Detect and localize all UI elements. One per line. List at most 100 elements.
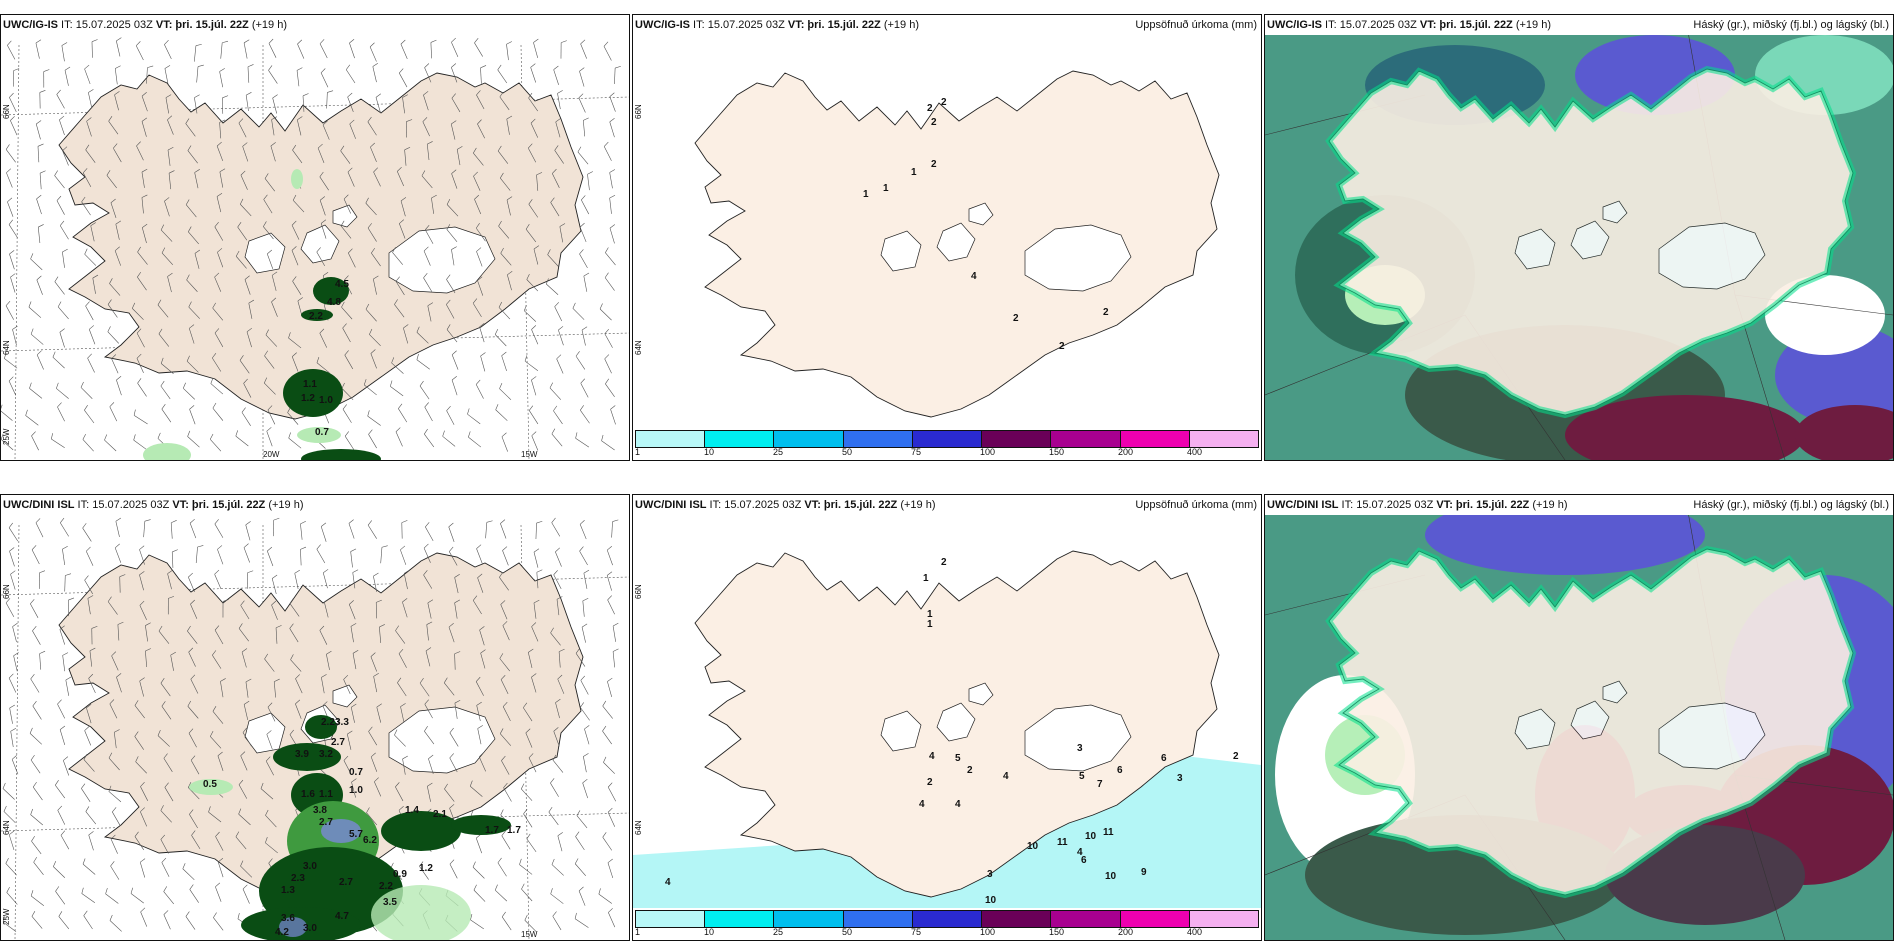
- panel-header: UWC/IG-IS IT: 15.07.2025 03Z VT: þri. 15…: [635, 19, 919, 31]
- panel-header: UWC/DINI ISL IT: 15.07.2025 03Z VT: þri.…: [635, 499, 936, 511]
- valid-time: þri. 15.júl. 22Z: [823, 499, 898, 511]
- value-label: 2.2: [309, 311, 323, 322]
- value-labels: 2.2 3.32.73.9 3.20.50.71.6 1.1 1.03.82.75.76…: [203, 717, 521, 938]
- glacier-outline: [1658, 222, 1766, 290]
- colorbar-swatch: [912, 431, 983, 447]
- value-label: 3: [1077, 743, 1083, 754]
- value-label: 4.8: [327, 297, 341, 308]
- valid-time-label: VT:: [1419, 19, 1440, 31]
- glacier-outline: [1514, 708, 1556, 750]
- valid-time: þri. 15.júl. 22Z: [1455, 499, 1530, 511]
- value-label: 3.0: [303, 861, 317, 872]
- valid-time: þri. 15.júl. 22Z: [191, 499, 266, 511]
- value-label: 3.0: [303, 923, 317, 934]
- map-canvas: [1265, 15, 1893, 460]
- value-label: 2.7: [331, 737, 345, 748]
- iceland-landmass: [694, 550, 1220, 898]
- axis-label: 66N: [2, 584, 11, 599]
- glacier-outline: [1514, 228, 1556, 270]
- colorbar-tick: 50: [842, 447, 853, 457]
- value-label: 1.1: [319, 789, 333, 800]
- value-label: 1.3: [281, 885, 295, 896]
- value-labels: 21114524423546763210111011643101094510: [663, 557, 1239, 928]
- glacier-outline: [388, 226, 496, 294]
- panel-ig-precip-wind: 4.5 4.8 2.2 1.1 1.2 1.0 0.7 66N 64N 25W 20W 15W UWC/…: [0, 14, 630, 461]
- colorbar-tick: 1: [635, 447, 641, 457]
- colorbar-swatch: [1120, 431, 1190, 447]
- colorbar-tick: 150: [1049, 447, 1065, 457]
- colorbar-tick: 25: [773, 447, 784, 457]
- glacier-outline: [968, 682, 994, 706]
- init-time: IT: 15.07.2025 03Z: [1338, 499, 1437, 511]
- panel-header: UWC/DINI ISL IT: 15.07.2025 03Z VT: þri.…: [1267, 499, 1568, 511]
- axis-label: 66N: [2, 104, 11, 119]
- value-label: 2: [967, 765, 973, 776]
- axis-label: 64N: [2, 820, 11, 835]
- value-label: 0.7: [349, 767, 363, 778]
- value-label: 2: [1103, 307, 1109, 318]
- value-label: 4.7: [335, 911, 349, 922]
- value-label: 3.9: [295, 749, 309, 760]
- colorbar-swatch: [982, 431, 1052, 447]
- panel-title: Háský (gr.), miðský (fj.bl.) og lágský (…: [1693, 499, 1889, 511]
- value-label: 0.7: [315, 427, 329, 438]
- value-label: 9: [1141, 867, 1147, 878]
- panel-ig-accum-precip: 2 2 2 1 1 1 2 4 2 2 2 66N 64N 1 10 25 50 75 100 150 200 400 UW…: [632, 14, 1262, 461]
- iceland-landmass: [1328, 548, 1854, 896]
- glacier-outline: [1570, 700, 1610, 740]
- colorbar-swatch: [636, 431, 706, 447]
- valid-time-label: VT:: [804, 499, 824, 511]
- glacier-outline: [936, 222, 976, 262]
- panel-header: UWC/IG-IS IT: 15.07.2025 03Z VT: þri. 15…: [1267, 19, 1551, 31]
- value-label: 2: [927, 777, 933, 788]
- lead-time: (+19 h): [1512, 19, 1551, 31]
- value-label: 6: [1117, 765, 1123, 776]
- value-label: 2: [941, 97, 947, 108]
- value-label: 2: [1059, 341, 1065, 352]
- colorbar-swatch: [1051, 431, 1121, 447]
- map-canvas: 2111452442354676321011101164310109451066…: [633, 550, 1261, 940]
- valid-time: þri. 15.júl. 22Z: [1439, 19, 1513, 31]
- value-label: 10: [1105, 871, 1117, 882]
- colorbar-tick: 400: [1187, 927, 1203, 937]
- value-label: 2: [927, 103, 933, 114]
- init-time: IT: 15.07.2025 03Z: [58, 19, 156, 31]
- panel-dini-accum-precip: 2111452442354676321011101164310109451066…: [632, 494, 1262, 941]
- lead-time: (+19 h): [248, 19, 287, 31]
- panel-dini-cloud-cover: UWC/DINI ISL IT: 15.07.2025 03Z VT: þri.…: [1264, 494, 1894, 941]
- glacier-outline: [1024, 224, 1132, 292]
- value-labels: 4.5 4.8 2.2 1.1 1.2 1.0 0.7: [301, 279, 349, 438]
- value-label: 2: [931, 159, 937, 170]
- model-name: UWC/IG-IS: [635, 19, 690, 31]
- value-label: 1.0: [319, 395, 333, 406]
- glacier-outline: [880, 710, 922, 752]
- colorbar-tick: 25: [773, 927, 784, 937]
- colorbar-tick: 200: [1118, 447, 1134, 457]
- value-label: 1.7: [507, 825, 521, 836]
- lead-time: (+19 h): [897, 499, 936, 511]
- value-label: 1: [911, 167, 917, 178]
- value-label: 4: [971, 271, 977, 282]
- glacier-outline: [332, 204, 358, 228]
- panel-title: Uppsöfnuð úrkoma (mm): [1135, 19, 1257, 31]
- colorbar-swatch: [774, 431, 844, 447]
- colorbar-swatch: [705, 431, 775, 447]
- value-label: 6: [1161, 753, 1167, 764]
- map-canvas: 2.2 3.32.73.9 3.20.50.71.6 1.1 1.03.82.75.76…: [1, 517, 629, 940]
- value-label: 4: [665, 877, 671, 888]
- value-label: 10: [1027, 841, 1039, 852]
- colorbar-tick: 50: [842, 927, 853, 937]
- glacier-outline: [880, 230, 922, 272]
- value-label: 1: [883, 183, 889, 194]
- panel-title: Uppsöfnuð úrkoma (mm): [1135, 499, 1257, 511]
- value-label: 5: [955, 753, 961, 764]
- colorbar-tick: 10: [704, 447, 715, 457]
- value-label: 1.2: [419, 863, 433, 874]
- colorbar-tick: 400: [1187, 447, 1203, 457]
- value-label: 3: [1177, 773, 1183, 784]
- value-label: 4: [919, 799, 925, 810]
- iceland-landmass: [694, 70, 1220, 418]
- value-label: 1: [927, 619, 933, 630]
- value-label: 11: [1103, 827, 1114, 838]
